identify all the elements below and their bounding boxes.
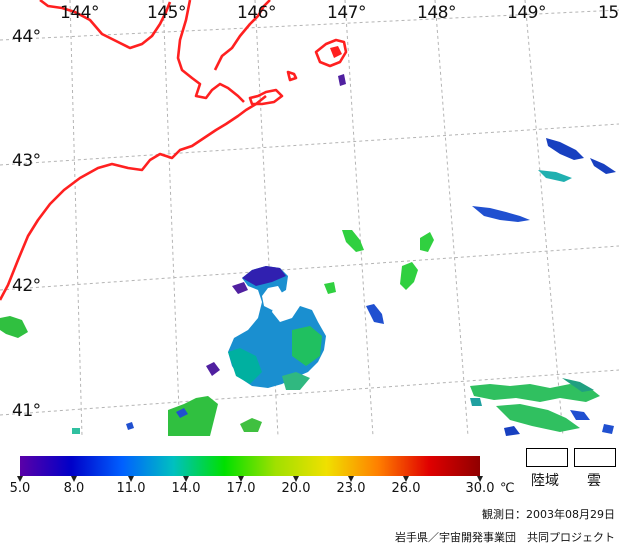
colorbar-tick-0 [17,476,23,482]
latitude-label-43: 43° [12,151,41,171]
sst-patch-sw4 [240,418,262,432]
map-canvas [0,0,619,436]
coastline-islet-1 [286,70,298,82]
sst-eddy-hole [262,286,284,310]
coastline-islet-2 [314,38,348,68]
parallel-42 [0,245,619,291]
land-legend-label: 陸域 [531,473,559,489]
colorbar-tick-label-23: 23.0 [336,481,366,496]
sst-patch-mid3 [342,230,364,252]
temperature-colorbar [20,456,480,476]
colorbar-tick-3 [183,476,189,482]
land-legend-swatch [526,448,568,467]
colorbar-tick-label-26: 26.0 [391,481,421,496]
parallel-43 [0,123,619,166]
sst-eddy-east [292,326,322,366]
sst-patch-purple [206,362,220,376]
colorbar-tick-label-17: 17.0 [226,481,256,496]
sst-patch-se2 [496,404,580,432]
credit-line: 岩手県／宇宙開発事業団 共同プロジェクト [395,531,615,544]
sst-patch-s1 [126,422,134,430]
parallel-41 [0,369,619,416]
sst-patch-mid6 [232,282,248,294]
colorbar-tick-label-5: 5.0 [9,481,31,496]
sst-eddy-west [228,348,262,384]
colorbar-tick-6 [348,476,354,482]
sst-patch-ne2 [590,158,616,174]
sst-patch-s2 [72,428,80,434]
sst-patch-ne1 [546,138,584,160]
sst-patch-sw1 [0,316,28,338]
colorbar-tick-label-14: 14.0 [171,481,201,496]
latitude-label-42: 42° [12,276,41,296]
observation-date: 観測日：2003年08月29日 [482,508,615,521]
sst-patch-ne3 [538,170,572,182]
colorbar-tick-label-8: 8.0 [63,481,85,496]
meridian-148 [434,0,469,436]
meridian-144 [69,0,83,436]
latitude-label-44: 44° [12,27,41,47]
coastline-kunashiri [213,0,271,71]
sea-background [0,0,619,436]
sst-patch-sw3 [176,408,188,418]
coastline-shiretoko [39,0,172,50]
sst-patch-se4 [504,426,520,436]
colorbar-tick-1 [71,476,77,482]
colorbar-tick-7 [403,476,409,482]
colorbar-tick-label-11: 11.0 [116,481,146,496]
sst-patch-ne4 [472,206,530,222]
longitude-label-148: 148° [417,3,456,23]
longitude-label-144: 144° [60,3,99,23]
coastline-shikotan [248,88,284,106]
colorbar-tick-2 [128,476,134,482]
meridian-146 [254,0,279,436]
longitude-label-149: 149° [507,3,546,23]
sst-patch-se6 [470,398,482,406]
sst-eddy-south [282,372,310,390]
sst-patch-mid4 [324,282,336,294]
sst-patch-n1 [338,74,346,86]
coastline [0,0,348,301]
sst-patch-sw2 [168,396,218,436]
colorbar-tick-label-20: 20.0 [281,481,311,496]
longitude-label-147: 147° [327,3,366,23]
cloud-legend-label: 雲 [587,473,601,489]
sst-patch-mid5 [366,304,384,324]
meridian-147 [344,0,374,436]
meridian-145 [162,0,181,436]
latitude-label-41: 41° [12,401,41,421]
cloud-legend-swatch [574,448,616,467]
colorbar-tick-5 [293,476,299,482]
temperature-unit: ℃ [500,481,515,496]
longitude-label-150: 15 [598,3,619,23]
colorbar-tick-8 [477,476,483,482]
sst-patch-se5 [570,410,590,420]
sst-map: 144° 145° 146° 147° 148° 149° 15 44° 43°… [0,0,619,436]
sst-islet-red [330,46,342,58]
sst-data [0,46,616,436]
longitude-label-145: 145° [147,3,186,23]
sst-patch-se3 [562,378,594,392]
colorbar-tick-label-30: 30.0 [465,481,495,496]
colorbar-tick-4 [238,476,244,482]
coastline-nemuro-kushiro [0,94,267,301]
sst-eddy-north [242,266,286,286]
coastline-nemuro-peninsula [176,0,245,103]
colorbar-tick-marks [17,476,483,482]
sst-patch-mid2 [420,232,434,252]
sst-patch-mid1 [400,262,418,290]
meridian-149 [524,0,564,436]
sst-patch-se1 [470,384,600,402]
longitude-label-146: 146° [237,3,276,23]
sst-patch-se7 [602,424,614,434]
